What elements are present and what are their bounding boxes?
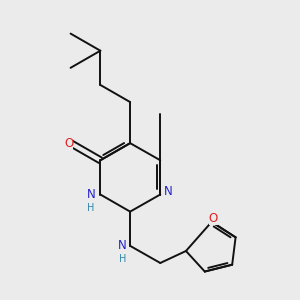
Text: H: H	[119, 254, 126, 264]
Text: O: O	[209, 212, 218, 225]
Text: N: N	[164, 184, 172, 198]
Text: O: O	[64, 137, 74, 150]
Text: H: H	[87, 202, 94, 212]
Text: N: N	[86, 188, 95, 201]
Text: N: N	[118, 239, 127, 252]
